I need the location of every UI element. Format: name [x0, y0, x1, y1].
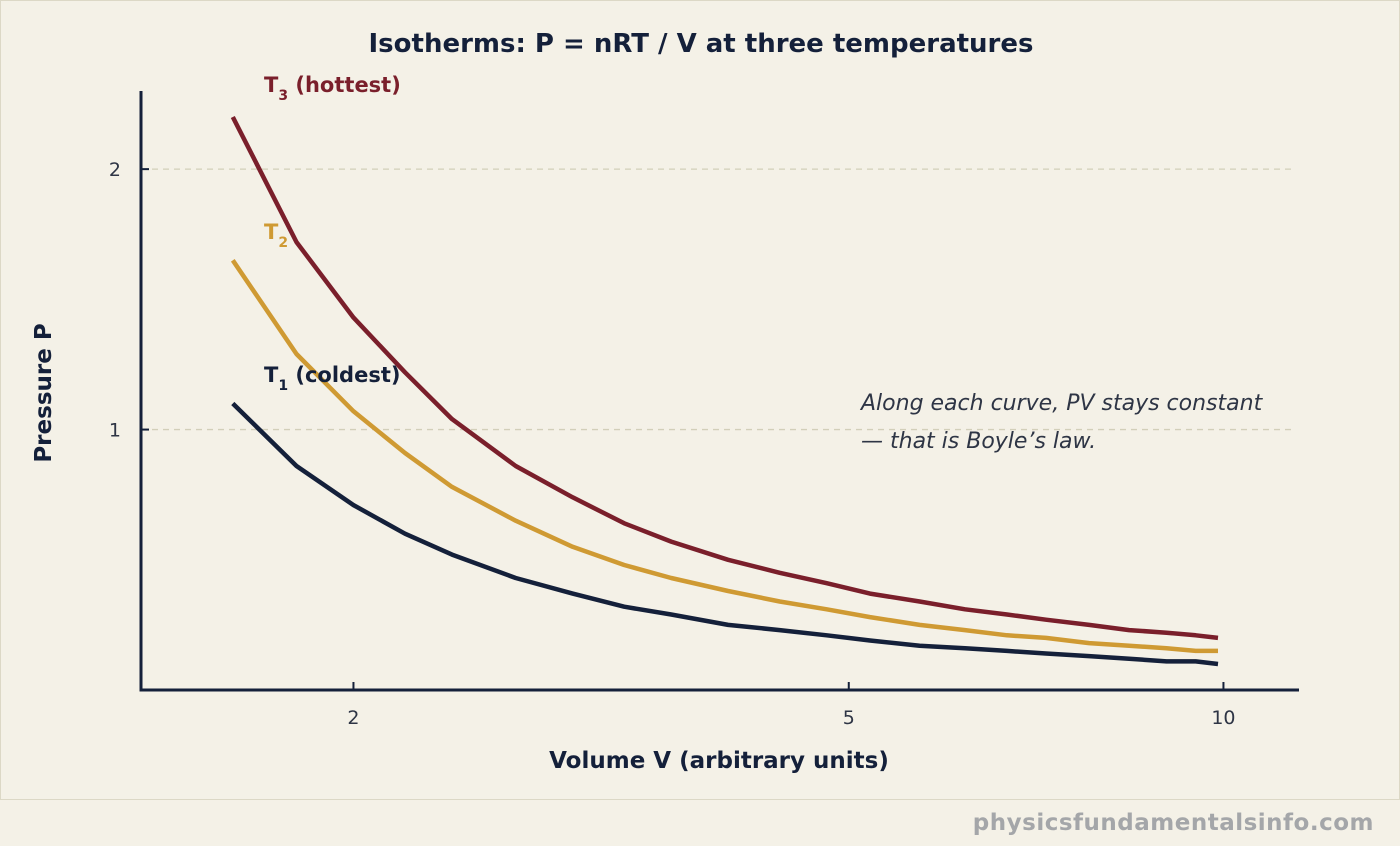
series-labels: T1 (coldest) T2 T3 (hottest)	[264, 73, 401, 394]
series-label-t3: T3 (hottest)	[264, 73, 401, 104]
y-tick-label: 1	[109, 420, 121, 442]
site-watermark: physicsfundamentalsinfo.com	[972, 810, 1374, 836]
series-lines	[230, 115, 1219, 667]
annotation-line-2: — that is Boyle’s law.	[861, 429, 1096, 454]
series-line-t3	[230, 115, 1219, 641]
series-label-t1: T1 (coldest)	[264, 363, 400, 394]
annotation-line-1: Along each curve, PV stays constant	[859, 391, 1264, 416]
series-line-t1	[231, 401, 1219, 667]
series-line-t2	[230, 259, 1218, 654]
x-tick-label: 2	[347, 707, 359, 729]
tick-labels: 1 2 2 5 10	[109, 159, 1236, 729]
series-label-t2: T2	[264, 220, 288, 251]
isotherm-chart: 1 2 2 5 10 T1 (coldest) T2 T3 (hottest) Isothe…	[31, 29, 1299, 774]
x-tick-label: 5	[843, 707, 855, 729]
y-tick-label: 2	[109, 159, 121, 181]
x-tick-label: 10	[1211, 707, 1235, 729]
gridlines	[141, 168, 1295, 431]
chart-figure: 1 2 2 5 10 T1 (coldest) T2 T3 (hottest) Isothe…	[0, 0, 1400, 800]
x-axis-title: Volume V (arbitrary units)	[549, 748, 889, 774]
axes	[139, 91, 1299, 692]
chart-title: Isotherms: P = nRT / V at three temperat…	[369, 29, 1034, 59]
y-axis-title: Pressure P	[31, 323, 57, 462]
